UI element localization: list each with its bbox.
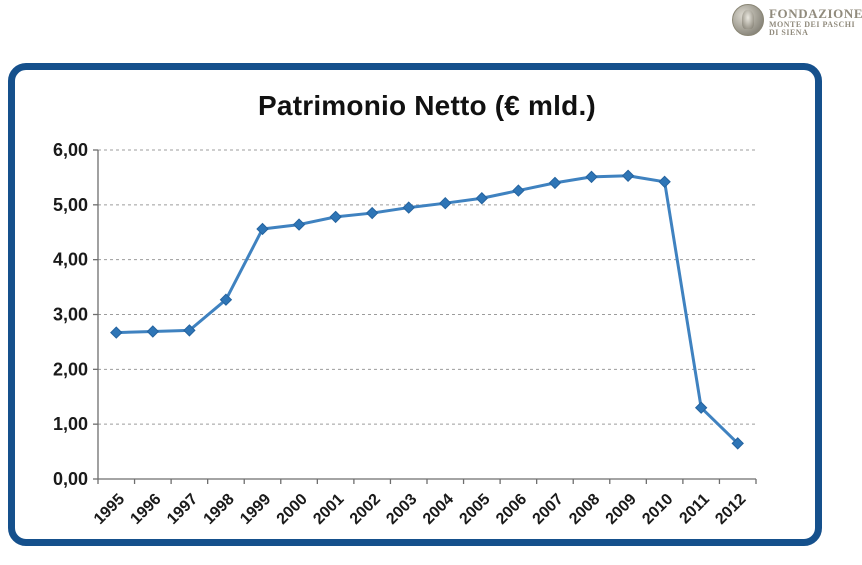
y-tick-label: 3,00 (53, 305, 88, 325)
x-tick-label: 2012 (712, 491, 749, 528)
data-point-marker (183, 324, 196, 337)
x-tick-label: 1996 (127, 491, 164, 528)
series-line (114, 174, 740, 445)
data-point-marker (621, 169, 635, 182)
y-tick-label: 0,00 (53, 469, 88, 489)
logo-line-di-siena: DI SIENA (769, 28, 809, 38)
data-point-marker (731, 437, 744, 450)
x-tick-label: 2005 (456, 491, 493, 528)
data-point-marker (548, 176, 562, 190)
logo-line-monte-dei-paschi: MONTE DEI PASCHI (769, 19, 856, 29)
data-point-marker (219, 293, 233, 306)
fondazione-mps-logo: FONDAZIONE MONTE DEI PASCHI DI SIENA (732, 4, 862, 37)
x-tick-label: 2002 (347, 491, 384, 528)
medallion-icon (732, 4, 764, 36)
y-tick-label: 4,00 (53, 250, 88, 270)
data-point-marker (329, 210, 342, 224)
x-tick-label: 2011 (676, 491, 713, 528)
x-tick-label: 2008 (566, 491, 603, 528)
data-point-marker (292, 218, 306, 231)
data-point-marker (475, 192, 489, 205)
y-tick-label: 2,00 (53, 359, 88, 379)
x-tick-label: 1997 (164, 491, 201, 528)
x-tick-label: 2001 (310, 491, 347, 528)
data-point-marker (512, 184, 525, 197)
x-tick-label: 2009 (603, 491, 640, 528)
chart-frame (8, 63, 822, 546)
data-point-marker (110, 326, 123, 339)
data-point-marker (658, 175, 671, 189)
data-point-marker (256, 222, 269, 236)
x-tick-label: 1995 (91, 491, 128, 528)
data-point-marker (146, 325, 160, 338)
x-tick-label: 2003 (383, 491, 420, 528)
x-tick-label: 2000 (274, 491, 311, 528)
chart-title: Patrimonio Netto (€ mld.) (258, 90, 596, 121)
data-point-marker (365, 206, 379, 220)
y-tick-label: 6,00 (53, 140, 88, 160)
logo-line-fondazione: FONDAZIONE (769, 6, 862, 21)
x-tick-label: 2010 (639, 491, 676, 528)
x-tick-label: 2007 (530, 491, 567, 528)
logo-text: FONDAZIONE MONTE DEI PASCHI DI SIENA (769, 4, 862, 37)
data-point-marker (402, 201, 415, 214)
y-tick-label: 1,00 (53, 414, 88, 434)
data-point-marker (439, 196, 452, 210)
x-tick-label: 2004 (420, 491, 457, 528)
x-tick-label: 2006 (493, 491, 530, 528)
data-point-marker (694, 401, 708, 414)
x-tick-label: 1998 (201, 491, 238, 528)
data-point-marker (585, 170, 598, 184)
medallion-crest-icon (742, 10, 754, 29)
y-tick-label: 5,00 (53, 195, 88, 215)
x-tick-label: 1999 (237, 491, 274, 528)
